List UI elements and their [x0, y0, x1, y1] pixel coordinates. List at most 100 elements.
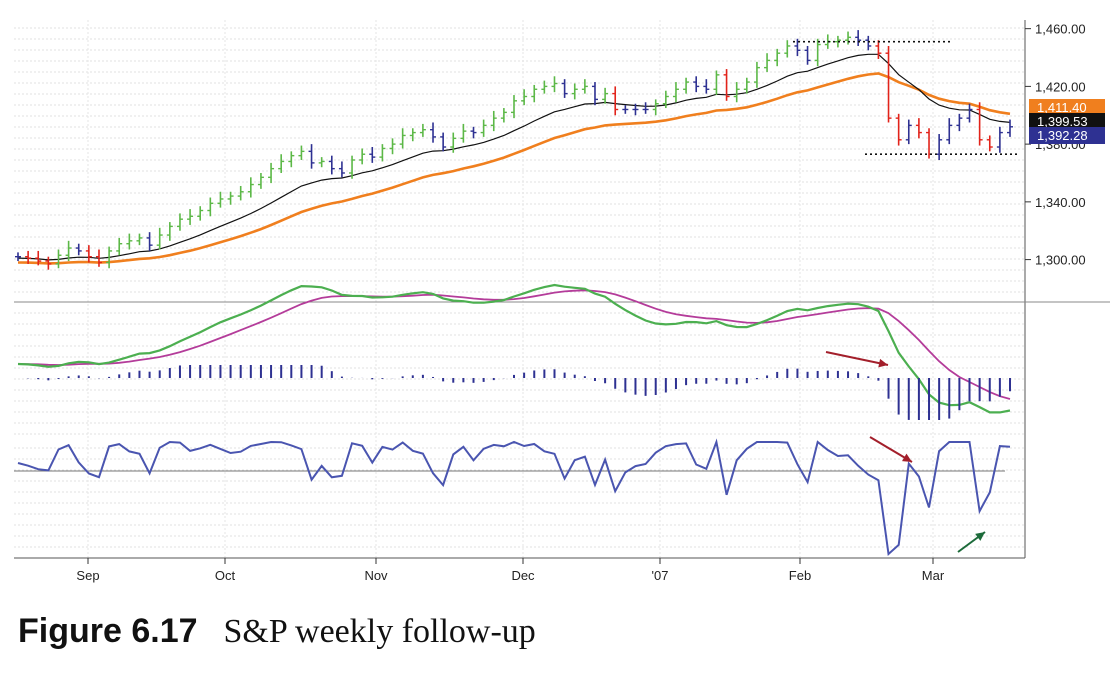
- price-bar: [743, 77, 750, 94]
- price-bar: [875, 40, 882, 59]
- price-bar: [35, 250, 42, 266]
- price-bar: [55, 249, 62, 269]
- price-bar: [136, 233, 143, 246]
- stock-chart: 1,460.001,420.001,380.001,340.001,300.00…: [14, 20, 1110, 583]
- price-bar: [703, 79, 710, 94]
- price-bar: [784, 40, 791, 58]
- price-bar: [95, 249, 102, 267]
- price-bar: [733, 82, 740, 103]
- arrow-macd-divergence: [825, 351, 889, 368]
- x-tick-label: Feb: [789, 568, 811, 583]
- price-bar: [45, 256, 52, 270]
- macd-histogram: [27, 365, 1011, 420]
- price-bar: [895, 113, 902, 146]
- price-bar: [905, 119, 912, 145]
- price-bar: [359, 148, 366, 165]
- price-bar: [865, 35, 872, 51]
- price-bar: [460, 123, 467, 143]
- price-bar: [794, 38, 801, 57]
- price-bar: [116, 237, 123, 256]
- x-tick-label: Sep: [76, 568, 99, 583]
- price-bar: [672, 82, 679, 103]
- price-tag-label: 1,399.53: [1037, 114, 1088, 129]
- price-bar: [227, 191, 234, 205]
- figure-title: S&P weekly follow-up: [223, 613, 536, 650]
- price-bar: [187, 209, 194, 225]
- price-bar: [591, 82, 598, 106]
- price-bar: [845, 31, 852, 45]
- price-bar: [855, 30, 862, 46]
- price-bar: [490, 110, 497, 132]
- x-tick-label: Nov: [364, 568, 388, 583]
- price-bar: [834, 35, 841, 48]
- price-bar: [966, 103, 973, 123]
- x-tick-label: Mar: [922, 568, 945, 583]
- price-bar: [85, 245, 92, 263]
- price-bar: [571, 83, 578, 100]
- price-bar: [207, 197, 214, 217]
- price-tag-label: 1,411.40: [1037, 100, 1087, 115]
- price-bar: [409, 128, 416, 142]
- price-bar: [946, 118, 953, 145]
- y-tick-label: 1,340.00: [1035, 195, 1086, 210]
- price-bar: [106, 246, 113, 269]
- price-bar: [369, 147, 376, 163]
- macd-line: [17, 283, 1011, 414]
- price-bar: [915, 118, 922, 139]
- price-bar: [156, 227, 163, 250]
- price-bar: [25, 250, 32, 264]
- price-tag: 1,411.40: [1029, 99, 1105, 116]
- price-bar: [176, 213, 183, 231]
- price-bar: [612, 86, 619, 116]
- price-bar: [723, 69, 730, 101]
- price-bar: [379, 144, 386, 162]
- price-bar: [622, 105, 629, 114]
- price-bar: [986, 135, 993, 152]
- price-bar: [419, 123, 426, 137]
- x-tick-label: Oct: [215, 568, 236, 583]
- grid: [14, 20, 1025, 558]
- price-bar: [521, 89, 528, 106]
- price-bar: [197, 206, 204, 221]
- price-bar: [308, 144, 315, 169]
- price-bar: [541, 80, 548, 94]
- price-bar: [602, 87, 609, 104]
- price-bar: [399, 128, 406, 149]
- price-bar: [531, 84, 538, 103]
- price-bar: [764, 53, 771, 72]
- price-bar: [268, 162, 275, 184]
- price-tag: 1,392.28: [1029, 127, 1105, 144]
- price-bar: [288, 151, 295, 168]
- price-bar: [470, 126, 477, 139]
- price-bar: [581, 79, 588, 94]
- price-bar: [561, 79, 568, 98]
- price-bar: [349, 155, 356, 179]
- price-bar: [318, 157, 325, 168]
- ema-fast-line: [17, 53, 1011, 261]
- price-bar: [753, 61, 760, 88]
- y-tick-label: 1,300.00: [1035, 253, 1086, 268]
- price-bar: [1007, 119, 1013, 137]
- price-bar: [217, 191, 224, 208]
- price-bar: [652, 99, 659, 116]
- y-tick-label: 1,460.00: [1035, 22, 1086, 37]
- price-bar: [298, 145, 305, 160]
- price-bar: [976, 102, 983, 146]
- macd-signal-line: [17, 289, 1011, 400]
- price-bar: [804, 45, 811, 65]
- price-tag-label: 1,392.28: [1037, 128, 1088, 143]
- price-bar: [632, 103, 639, 116]
- price-bar: [774, 48, 781, 67]
- price-bar: [551, 76, 558, 93]
- price-bar: [450, 132, 457, 153]
- y-tick-label: 1,420.00: [1035, 79, 1086, 94]
- price-bar: [257, 172, 264, 189]
- x-tick-label: '07: [652, 568, 669, 583]
- price-bar: [75, 243, 82, 256]
- price-bar: [693, 76, 700, 93]
- x-tick-label: Dec: [511, 568, 535, 583]
- price-bar: [956, 113, 963, 132]
- price-tag: 1,399.53: [1029, 113, 1105, 130]
- price-bars: [15, 30, 1013, 270]
- price-bar: [511, 95, 517, 119]
